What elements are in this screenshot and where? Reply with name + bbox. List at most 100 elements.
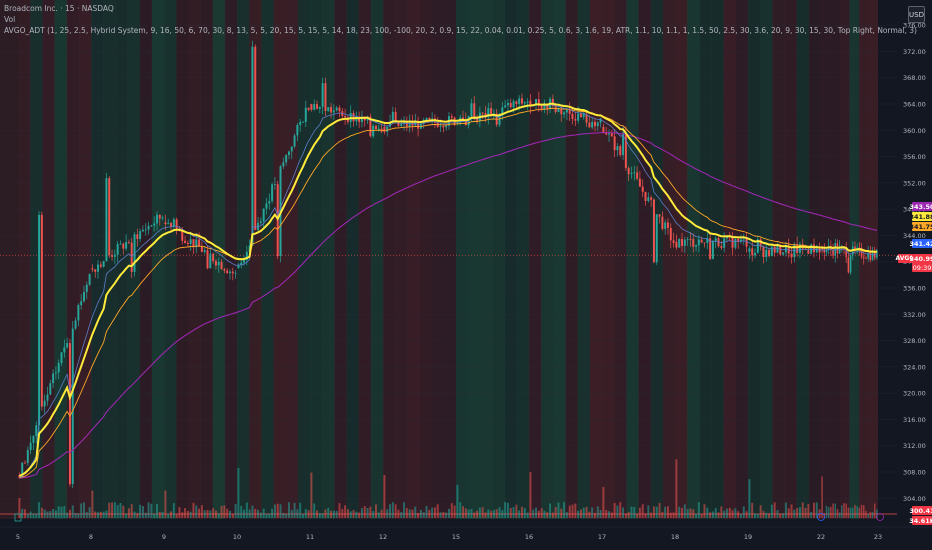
price-tag-ema-fast: 341.42 — [909, 239, 932, 248]
candle-body — [287, 151, 290, 156]
volume-bar — [82, 502, 85, 518]
candle-body — [360, 116, 363, 123]
volume-bar — [77, 513, 80, 518]
candle-body — [251, 46, 254, 246]
candle-body — [26, 450, 29, 463]
currency-button[interactable]: USD — [908, 6, 925, 23]
indicator-label[interactable]: AVGO_ADT (1, 25, 2.5, Hybrid System, 9, … — [4, 26, 917, 35]
volume-bar — [102, 511, 105, 518]
candle-body — [504, 105, 507, 108]
candle-body — [658, 214, 661, 217]
volume-bar — [796, 508, 799, 518]
volume-bar — [391, 502, 394, 518]
candle-body — [35, 425, 38, 437]
volume-bar — [830, 506, 832, 518]
candle-body — [845, 248, 847, 258]
volume-bar — [161, 511, 164, 518]
regime-band — [735, 0, 749, 519]
candle-body — [526, 101, 529, 103]
time-tick-label: 10 — [233, 533, 241, 541]
candle-body — [127, 242, 130, 243]
time-tick-label: 5 — [16, 533, 20, 541]
symbol-title[interactable]: Broadcom Inc. · 15 · NASDAQ — [4, 4, 114, 13]
volume-bar — [807, 504, 810, 518]
candle-body — [231, 271, 234, 274]
candle-body — [296, 124, 299, 136]
volume-bar — [827, 507, 830, 518]
candle-body — [271, 184, 274, 201]
price-grid — [0, 24, 897, 515]
volume-bar — [26, 513, 29, 518]
candle-body — [161, 217, 164, 219]
volume-bar — [787, 508, 790, 518]
regime-band — [723, 0, 737, 519]
volume-bar — [770, 504, 773, 518]
candle-body — [638, 178, 641, 187]
volume-bar — [543, 510, 546, 518]
volume-bar — [290, 510, 293, 518]
price-tick-label: 356.00 — [903, 153, 926, 161]
candle-body — [141, 229, 144, 232]
candle-body — [189, 239, 192, 244]
volume-bar — [501, 510, 504, 518]
candle-body — [175, 219, 178, 230]
candle-body — [476, 119, 479, 121]
volume-bar — [374, 504, 377, 518]
regime-band — [188, 0, 201, 519]
volume-bar — [234, 503, 237, 518]
candle-body — [386, 126, 389, 132]
volume-bar — [105, 510, 108, 518]
candle-body — [85, 284, 88, 293]
volume-bar — [462, 506, 465, 518]
time-tick-label: 16 — [525, 533, 533, 541]
volume-bar — [206, 509, 209, 518]
volume-bar — [338, 503, 341, 518]
candle-body — [352, 112, 355, 122]
volume-bar — [610, 512, 613, 518]
volume-bar — [756, 513, 759, 518]
candle-body — [854, 246, 856, 250]
volume-bar — [801, 502, 804, 518]
volume-bar — [843, 503, 845, 518]
volume-bar — [599, 509, 602, 518]
regime-band — [878, 0, 897, 519]
candle-body — [849, 255, 852, 273]
volume-bar — [751, 502, 754, 518]
volume-bar — [608, 511, 611, 518]
candle-body — [243, 259, 246, 263]
time-axis[interactable]: 5 8 9 10 11 12 15 16 17 18 19 22 23 — [0, 513, 932, 550]
volume-bar — [858, 507, 861, 518]
volume-bar — [540, 508, 543, 518]
candle-body — [529, 100, 532, 107]
volume-bar — [476, 510, 479, 518]
candle-body — [265, 203, 268, 209]
candle-body — [613, 136, 616, 151]
volume-bar — [200, 505, 203, 518]
volume-bar — [175, 513, 178, 518]
volume-bar — [585, 506, 588, 518]
candle-body — [862, 256, 865, 259]
price-tick-label: 332.00 — [903, 311, 926, 319]
candle-body — [158, 214, 161, 219]
candle-body — [198, 239, 201, 247]
candlesticks — [18, 40, 878, 489]
volume-bar — [652, 506, 655, 518]
candle-body — [234, 272, 237, 274]
candle-body — [417, 121, 420, 129]
price-tick-label: 372.00 — [903, 48, 926, 56]
candle-body — [571, 113, 574, 120]
candle-body — [709, 238, 712, 259]
candle-body — [812, 244, 815, 253]
volume-indicator-label[interactable]: Vol — [4, 15, 16, 24]
volume-bar — [825, 505, 828, 518]
candle-body — [21, 462, 24, 479]
volume-bar — [268, 513, 271, 518]
candle-body — [18, 475, 21, 479]
candle-body — [184, 240, 187, 243]
candle-body — [313, 104, 316, 110]
candle-body — [700, 239, 703, 243]
volume-bar — [535, 507, 538, 518]
price-axis[interactable]: 376.00 372.00 368.00 364.00 360.00 356.00 352.… — [897, 0, 932, 550]
candle-body — [585, 113, 588, 123]
